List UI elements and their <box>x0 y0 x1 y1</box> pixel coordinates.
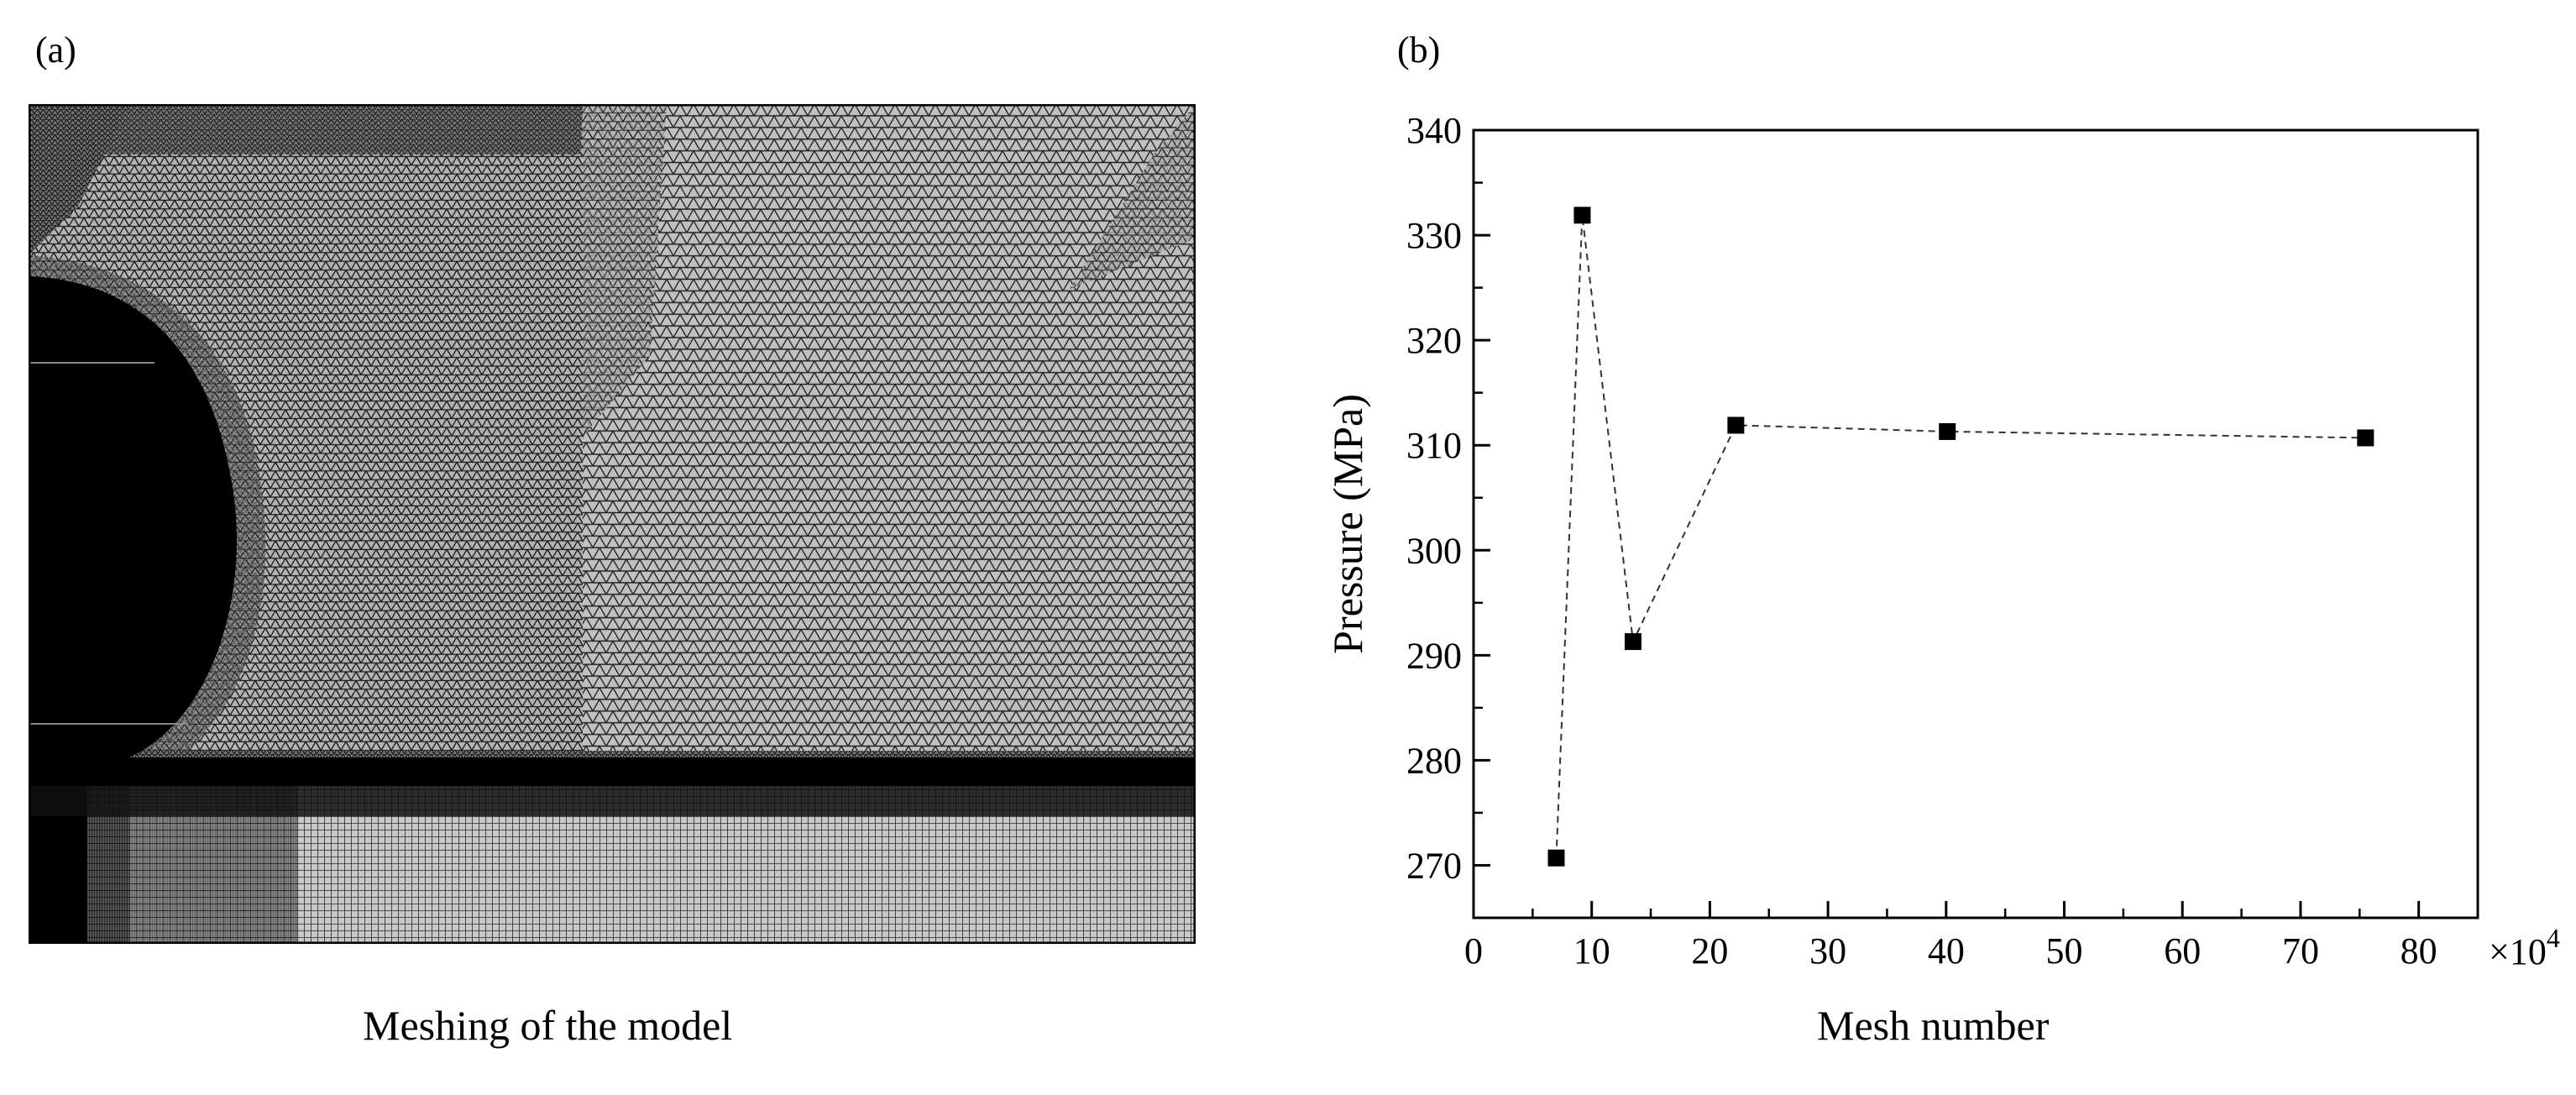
data-point-marker <box>1547 849 1565 867</box>
y-tick-label: 290 <box>1406 635 1462 676</box>
y-tick-label: 270 <box>1406 845 1462 886</box>
x-multiplier-exp: 4 <box>2547 923 2560 953</box>
x-multiplier: ×104 <box>2489 923 2560 972</box>
x-tick-label: 20 <box>1691 930 1728 972</box>
y-tick-label: 310 <box>1406 425 1462 466</box>
y-axis: 270 280 290 300 310 320 330 340 <box>1406 110 1490 886</box>
data-point-marker <box>1573 207 1591 224</box>
mesh-image <box>29 104 1196 944</box>
data-point-marker <box>1727 417 1745 434</box>
y-tick-label: 280 <box>1406 740 1462 781</box>
mesh-caption: Meshing of the model <box>363 1002 733 1049</box>
x-tick-label: 30 <box>1809 930 1846 972</box>
series-markers <box>1547 207 2374 867</box>
x-tick-label: 70 <box>2282 930 2319 972</box>
x-tick-label: 60 <box>2164 930 2201 972</box>
panel-b-label: (b) <box>1397 29 1441 71</box>
x-tick-label: 80 <box>2401 930 2437 972</box>
data-point-marker <box>2357 429 2374 447</box>
plot-frame <box>1472 128 2479 919</box>
x-tick-label: 40 <box>1928 930 1965 972</box>
data-point-marker <box>1939 422 1956 440</box>
y-axis-title: Pressure (MPa) <box>1324 394 1371 654</box>
y-tick-label: 340 <box>1406 110 1462 151</box>
chart-caption: Mesh number <box>1817 1002 2050 1049</box>
series-line <box>1555 215 2366 858</box>
y-tick-label: 300 <box>1406 530 1462 571</box>
y-tick-label: 320 <box>1406 320 1462 361</box>
x-multiplier-base: ×10 <box>2489 931 2547 972</box>
panel-a-label: (a) <box>35 29 76 71</box>
x-tick-label: 10 <box>1573 930 1610 972</box>
data-point-marker <box>1624 633 1641 651</box>
x-tick-label: 0 <box>1464 930 1483 972</box>
x-tick-label: 50 <box>2046 930 2083 972</box>
x-axis: 0 10 20 30 40 50 60 70 80 <box>1464 901 2479 972</box>
pressure-chart: 270 280 290 300 310 320 330 340 0 10 20 30 40 50 60 70… <box>1324 110 2560 972</box>
y-tick-label: 330 <box>1406 215 1462 256</box>
